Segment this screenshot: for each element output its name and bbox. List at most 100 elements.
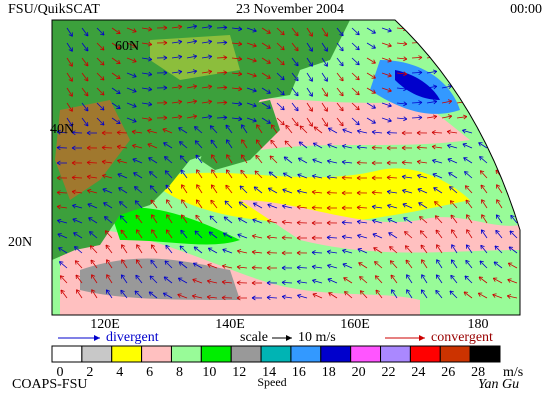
wind-arrow bbox=[118, 187, 128, 194]
wind-arrow bbox=[72, 218, 83, 224]
wind-arrow-head bbox=[326, 174, 331, 180]
wind-arrow bbox=[141, 57, 152, 61]
wind-arrow bbox=[328, 292, 338, 299]
wind-arrow-head bbox=[134, 290, 139, 295]
wind-arrow bbox=[261, 117, 271, 124]
wind-arrow-head bbox=[238, 71, 243, 77]
wind-arrow bbox=[387, 204, 398, 209]
wind-arrow-head bbox=[180, 214, 186, 219]
wind-arrow-head bbox=[251, 249, 256, 255]
wind-arrow bbox=[132, 144, 143, 149]
colorbar-tick-label: 2 bbox=[86, 365, 93, 380]
wind-arrow bbox=[171, 101, 182, 104]
wind-arrow-head bbox=[196, 184, 201, 189]
wind-arrow bbox=[351, 42, 360, 51]
wind-arrow bbox=[276, 117, 285, 126]
wind-arrow-head bbox=[179, 245, 184, 250]
wind-arrow-head bbox=[372, 233, 377, 238]
wind-arrow-head bbox=[285, 124, 290, 130]
wind-arrow-head bbox=[100, 91, 105, 96]
wind-arrow-head bbox=[56, 160, 61, 166]
wind-arrow-head bbox=[59, 275, 65, 280]
wind-arrow bbox=[508, 262, 518, 269]
wind-arrow-head bbox=[312, 293, 317, 298]
wind-arrow bbox=[495, 229, 503, 239]
wind-arrow-head bbox=[507, 88, 512, 93]
wind-arrow bbox=[336, 57, 344, 67]
wind-arrow bbox=[252, 219, 263, 224]
wind-arrow-head bbox=[431, 130, 436, 135]
wind-arrow-head bbox=[131, 129, 136, 135]
wind-arrow-head bbox=[223, 25, 228, 31]
wind-arrow-head bbox=[255, 154, 260, 160]
wind-arrow bbox=[432, 159, 443, 164]
wind-arrow bbox=[291, 117, 299, 127]
wind-arrow bbox=[253, 202, 263, 209]
wind-arrow-head bbox=[358, 262, 363, 267]
wind-arrow-head bbox=[478, 115, 483, 121]
wind-arrow-head bbox=[266, 219, 272, 224]
wind-arrow bbox=[256, 124, 263, 134]
wind-arrow bbox=[162, 128, 173, 134]
wind-arrow-head bbox=[463, 157, 468, 162]
wind-arrow-head bbox=[479, 156, 484, 161]
wind-arrow-head bbox=[210, 199, 215, 205]
wind-arrow-head bbox=[280, 30, 285, 36]
wind-arrow-head bbox=[479, 260, 484, 265]
wind-arrow bbox=[478, 276, 488, 284]
wind-arrow-head bbox=[221, 295, 226, 301]
wind-arrow bbox=[96, 87, 105, 96]
wind-arrow bbox=[165, 184, 173, 194]
wind-arrow bbox=[441, 115, 452, 119]
wind-arrow-head bbox=[341, 175, 346, 181]
wind-arrow-head bbox=[417, 188, 422, 193]
wind-arrow-head bbox=[251, 234, 257, 239]
wind-arrow-head bbox=[296, 204, 301, 210]
wind-arrow-head bbox=[266, 104, 271, 109]
wind-arrow bbox=[116, 132, 128, 134]
wind-arrow bbox=[246, 102, 257, 107]
wind-arrow-head bbox=[119, 215, 125, 220]
wind-arrow-head bbox=[327, 127, 333, 132]
wind-arrow bbox=[501, 72, 512, 78]
wind-arrow bbox=[133, 172, 143, 179]
wind-arrow-head bbox=[387, 102, 392, 108]
wind-arrow bbox=[297, 206, 308, 209]
wind-arrow-head bbox=[401, 160, 406, 165]
wind-arrow bbox=[357, 248, 368, 254]
wind-arrow bbox=[403, 217, 413, 224]
wind-arrow-head bbox=[326, 235, 331, 240]
wind-arrow bbox=[231, 102, 242, 105]
wind-arrow-head bbox=[341, 205, 346, 211]
wind-arrow bbox=[426, 25, 437, 29]
wind-arrow bbox=[238, 217, 248, 224]
wind-arrow-head bbox=[178, 99, 183, 105]
wind-arrow bbox=[171, 116, 182, 119]
wind-arrow bbox=[447, 144, 458, 149]
wind-arrow bbox=[81, 102, 89, 112]
wind-arrow-head bbox=[323, 107, 328, 112]
wind-arrow-head bbox=[72, 218, 77, 223]
wind-arrow-head bbox=[297, 293, 302, 299]
wind-arrow bbox=[76, 289, 83, 299]
wind-arrow-head bbox=[447, 143, 452, 149]
wind-arrow bbox=[486, 87, 497, 91]
wind-arrow bbox=[147, 129, 158, 134]
wind-arrow-head bbox=[416, 130, 421, 136]
wind-arrow-head bbox=[480, 229, 486, 234]
wind-arrow bbox=[509, 230, 518, 239]
wind-arrow-head bbox=[165, 229, 171, 234]
wind-arrow-head bbox=[294, 76, 299, 82]
wind-arrow bbox=[351, 27, 360, 36]
wind-arrow bbox=[66, 117, 73, 127]
wind-arrow-head bbox=[281, 294, 286, 300]
wind-arrow bbox=[381, 57, 392, 62]
wind-arrow-head bbox=[178, 39, 183, 45]
colorbar-tick-label: 28 bbox=[471, 365, 485, 380]
wind-arrow bbox=[141, 117, 152, 121]
wind-arrow bbox=[181, 214, 188, 224]
wind-arrow-head bbox=[236, 295, 241, 301]
wind-arrow-head bbox=[103, 216, 109, 221]
wind-arrow bbox=[135, 274, 143, 284]
wind-arrow bbox=[253, 186, 263, 194]
